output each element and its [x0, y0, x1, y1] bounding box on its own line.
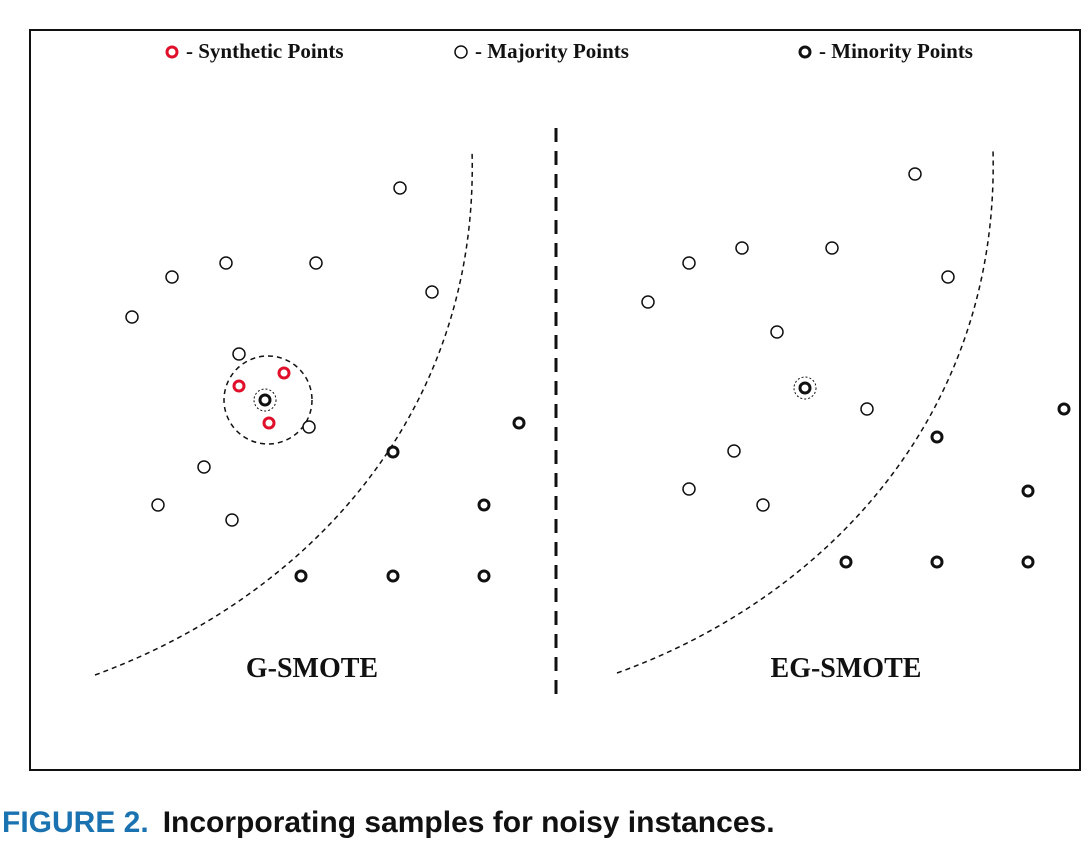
majority-point: [641, 295, 655, 309]
majority-point: [225, 513, 239, 527]
majority-point: [393, 181, 407, 195]
majority-point: [825, 241, 839, 255]
minority-point: [386, 569, 400, 583]
noisy-instance-ring: [793, 376, 817, 400]
minority-points-left: [294, 416, 526, 583]
majority-point: [125, 310, 139, 324]
majority-point: [425, 285, 439, 299]
majority-point: [770, 325, 784, 339]
neighborhood-circle: [223, 355, 313, 445]
majority-point: [165, 270, 179, 284]
minority-point: [477, 498, 491, 512]
minority-point: [1057, 402, 1071, 416]
majority-point: [151, 498, 165, 512]
majority-point: [682, 256, 696, 270]
majority-point: [860, 402, 874, 416]
legend-synthetic-label: - Synthetic Points: [186, 39, 344, 63]
majority-point: [197, 460, 211, 474]
minority-point: [839, 555, 853, 569]
majority-point: [941, 270, 955, 284]
legend: - Synthetic Points - Majority Points - M…: [165, 39, 973, 63]
legend-majority-marker: [454, 45, 468, 59]
synthetic-points-left: [232, 366, 291, 430]
noisy-minority-point: [258, 393, 272, 407]
figure-caption-label: FIGURE 2.: [2, 806, 149, 839]
minority-point: [386, 445, 400, 459]
figure-caption: FIGURE 2. Incorporating samples for noisy…: [2, 806, 775, 840]
majority-point: [908, 167, 922, 181]
majority-point: [309, 256, 323, 270]
majority-points-right: [641, 167, 955, 512]
minority-point: [477, 569, 491, 583]
majority-point: [232, 347, 246, 361]
decision-boundary-left: [94, 149, 473, 676]
majority-point: [735, 241, 749, 255]
figure-frame: [29, 29, 1081, 771]
majority-point: [756, 498, 770, 512]
legend-majority-label: - Majority Points: [475, 39, 629, 63]
panel-title-eg-smote: EG-SMOTE: [771, 653, 922, 684]
minority-point: [1021, 484, 1035, 498]
majority-point: [682, 482, 696, 496]
majority-points-left: [125, 181, 439, 527]
figure-caption-text: Incorporating samples for noisy instance…: [162, 806, 775, 839]
legend-minority-marker: [798, 45, 812, 59]
panel-title-g-smote: G-SMOTE: [246, 653, 378, 684]
noisy-instance-ring: [253, 388, 277, 412]
majority-point: [219, 256, 233, 270]
legend-minority-label: - Minority Points: [819, 39, 973, 63]
panel-eg-smote: EG-SMOTE: [616, 149, 1071, 684]
minority-points-right: [839, 402, 1071, 569]
synthetic-point: [232, 379, 246, 393]
legend-synthetic-marker: [165, 45, 179, 59]
synthetic-point: [262, 416, 276, 430]
noisy-minority-point: [798, 381, 812, 395]
majority-point: [302, 420, 316, 434]
majority-point: [727, 444, 741, 458]
minority-point: [930, 555, 944, 569]
minority-point: [1021, 555, 1035, 569]
decision-boundary-right: [616, 149, 994, 674]
minority-point: [294, 569, 308, 583]
minority-point: [512, 416, 526, 430]
panel-g-smote: G-SMOTE: [94, 149, 526, 684]
minority-point: [930, 430, 944, 444]
synthetic-point: [277, 366, 291, 380]
